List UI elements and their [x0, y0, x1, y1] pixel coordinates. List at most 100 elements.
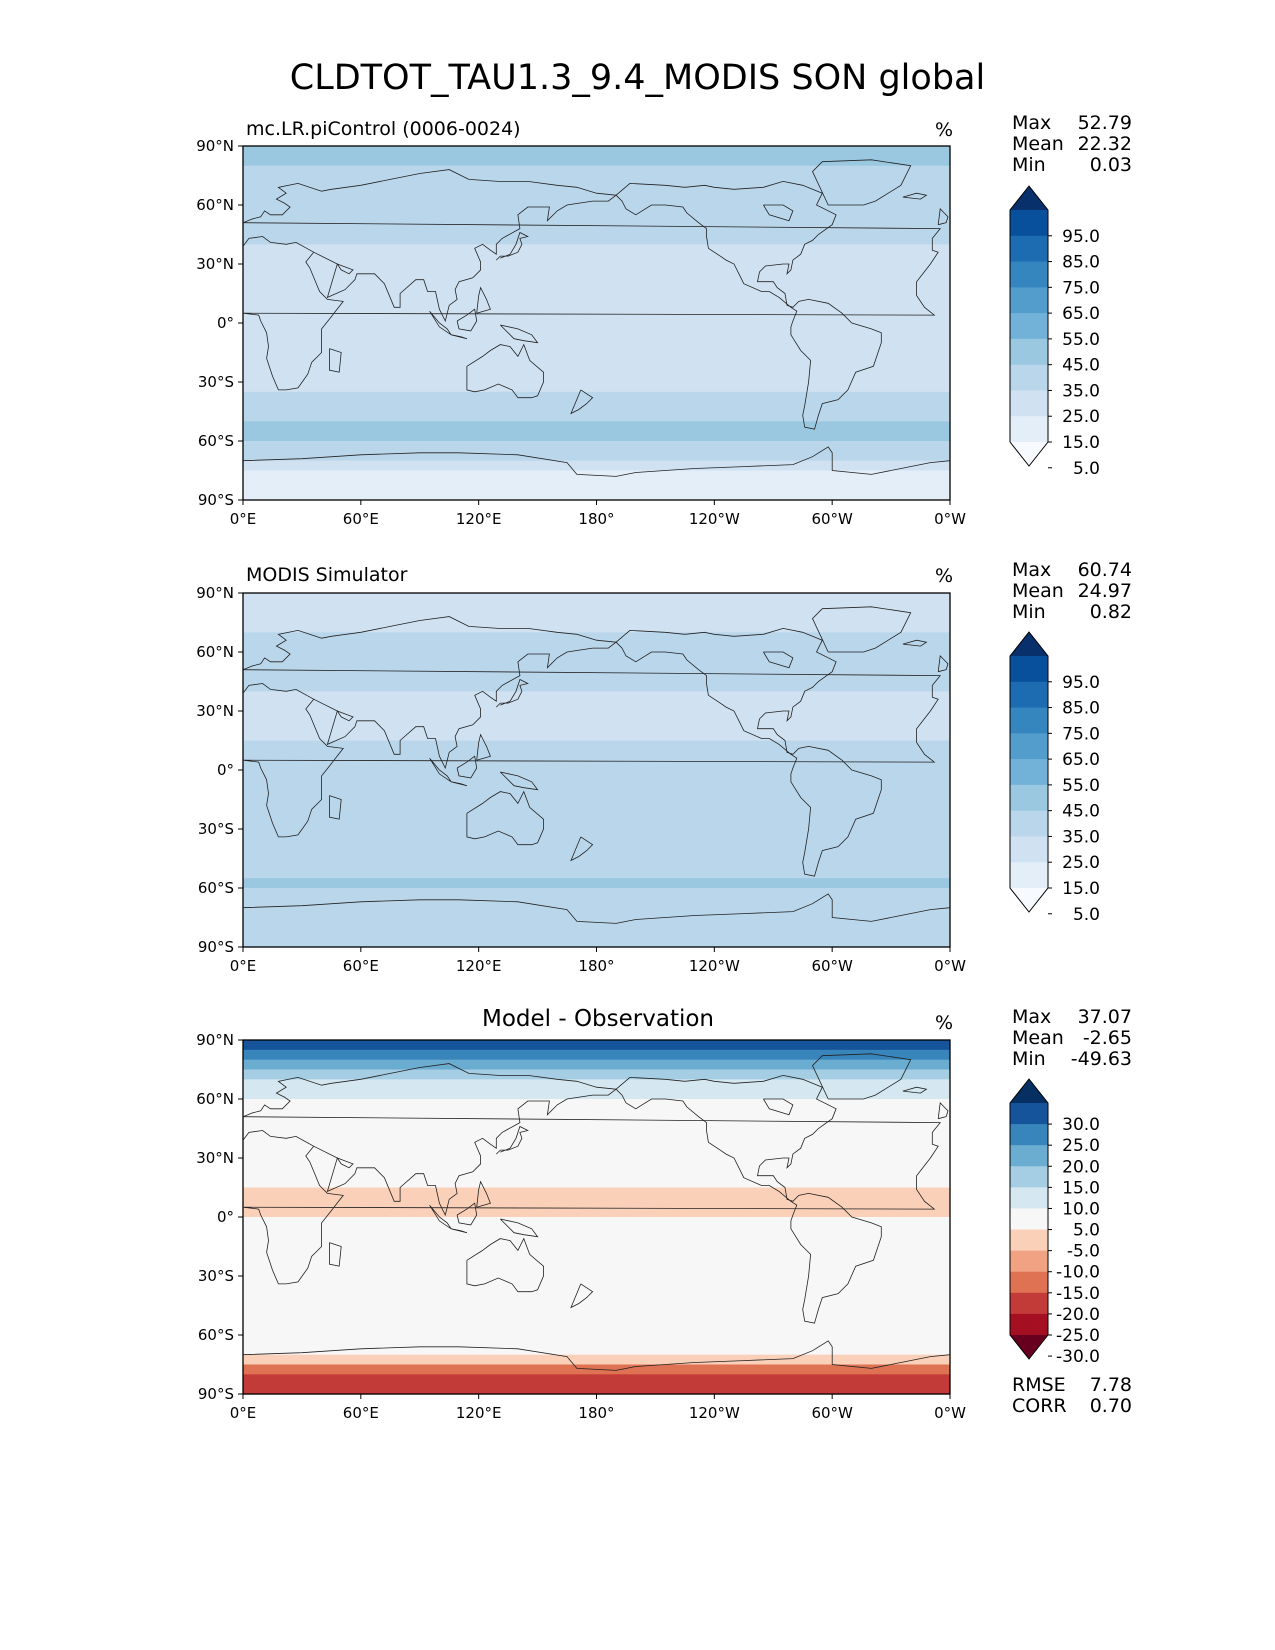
colorbar-tick-label: 85.0: [1062, 253, 1100, 273]
stat-value-mean: 22.32: [1077, 133, 1132, 155]
x-tick-label: 60°E: [343, 957, 379, 975]
coastline: [242, 1340, 951, 1371]
colorbar-tick-label: -5.0: [1067, 1242, 1100, 1262]
colorbar-segment: [1010, 784, 1048, 812]
stat-name-max: Max: [1012, 112, 1052, 134]
field-band: [243, 740, 950, 751]
field-band: [243, 1177, 950, 1189]
field-band: [243, 897, 950, 909]
colorbar-extend-bottom: [1010, 442, 1048, 466]
colorbar-segment: [1010, 1292, 1048, 1315]
field-band: [243, 214, 950, 226]
field-band: [243, 254, 950, 265]
metric-name-corr: CORR: [1012, 1395, 1067, 1417]
coastline: [242, 446, 951, 477]
colorbar-tick-label: 75.0: [1062, 278, 1100, 298]
field-band: [243, 602, 950, 614]
field-band: [243, 642, 950, 653]
colorbar-outline: [1009, 631, 1049, 913]
coastline: [500, 324, 539, 344]
stat-value-min: 0.82: [1089, 601, 1132, 623]
colorbar-tick-label: 65.0: [1062, 750, 1100, 770]
field-band: [243, 391, 950, 403]
colorbar-segment: [1010, 364, 1048, 392]
coastline: [429, 757, 452, 783]
y-tick-label: 60°N: [196, 1090, 234, 1108]
field-band: [243, 1197, 950, 1208]
colorbar-tick-label: 15.0: [1062, 433, 1100, 453]
colorbar-tick-label: 30.0: [1062, 1115, 1100, 1135]
colorbar-segment: [1010, 836, 1048, 863]
coastline: [242, 616, 618, 770]
x-tick-label: 120°W: [689, 957, 740, 975]
colorbar-tick-label: 45.0: [1062, 802, 1100, 822]
colorbar-segment: [1010, 416, 1048, 443]
coastline: [451, 781, 468, 787]
stat-name-max: Max: [1012, 1006, 1052, 1028]
x-tick-label: 120°E: [456, 510, 502, 528]
coastline: [763, 204, 794, 222]
colorbar-tick-label: 25.0: [1062, 407, 1100, 427]
colorbar-segment: [1010, 1124, 1048, 1146]
field-band: [243, 789, 950, 801]
field-band: [243, 490, 950, 501]
y-tick-label: 60°S: [198, 879, 234, 897]
field-band: [243, 750, 950, 761]
field-band: [243, 1344, 950, 1356]
colorbar-tick-label: 65.0: [1062, 304, 1100, 324]
field-band: [243, 681, 950, 692]
field-band: [243, 701, 950, 712]
coastline: [429, 1204, 452, 1230]
field-band: [243, 858, 950, 869]
field-band: [243, 460, 950, 472]
field-band: [243, 1187, 950, 1198]
coastline: [242, 1116, 942, 1285]
stat-value-mean: 24.97: [1077, 580, 1132, 602]
field-band: [243, 593, 950, 604]
coastline: [570, 836, 594, 862]
field-band: [243, 760, 950, 771]
coastline: [937, 655, 949, 673]
coastline: [476, 1180, 491, 1208]
field-band: [243, 421, 950, 432]
colorbar-segment: [1010, 338, 1048, 366]
colorbar-segment: [1010, 1250, 1048, 1273]
field-band: [243, 632, 950, 643]
colorbar-segment: [1010, 1208, 1048, 1231]
field-band: [243, 661, 950, 673]
colorbar-segment: [1010, 810, 1048, 838]
colorbar-tick-label: 45.0: [1062, 356, 1100, 376]
field-band: [243, 1276, 950, 1287]
field-band: [243, 838, 950, 850]
colorbar-tick-label: 25.0: [1062, 1136, 1100, 1156]
colorbar-tick-label: 15.0: [1062, 1178, 1100, 1198]
field-band: [243, 770, 950, 781]
coastline: [615, 1074, 882, 1324]
coastline: [328, 348, 342, 373]
field-band: [243, 1089, 950, 1100]
field-band: [243, 293, 950, 304]
colorbar-segment: [1010, 261, 1048, 288]
x-tick-label: 0°E: [230, 1404, 257, 1422]
field-band: [243, 829, 950, 840]
panel-title-model: mc.LR.piControl (0006-0024): [246, 118, 521, 140]
field-band: [243, 1079, 950, 1090]
metric-name-rmse: RMSE: [1012, 1374, 1066, 1396]
stat-name-mean: Mean: [1012, 580, 1064, 602]
stat-value-min: 0.03: [1089, 154, 1132, 176]
y-tick-label: 60°N: [196, 643, 234, 661]
field-band: [243, 1305, 950, 1316]
x-tick-label: 60°W: [811, 510, 853, 528]
coastline: [451, 334, 468, 340]
coastline: [242, 1063, 618, 1217]
coastline: [476, 733, 491, 761]
colorbar-tick-label: -10.0: [1056, 1263, 1100, 1283]
y-tick-label: 90°N: [196, 1031, 234, 1049]
unit-label-diff: %: [935, 1012, 954, 1034]
field-band: [243, 711, 950, 722]
stat-value-max: 52.79: [1077, 112, 1132, 134]
field-band: [243, 1059, 950, 1071]
colorbar-tick-label: 55.0: [1062, 776, 1100, 796]
stat-value-max: 60.74: [1077, 559, 1132, 581]
